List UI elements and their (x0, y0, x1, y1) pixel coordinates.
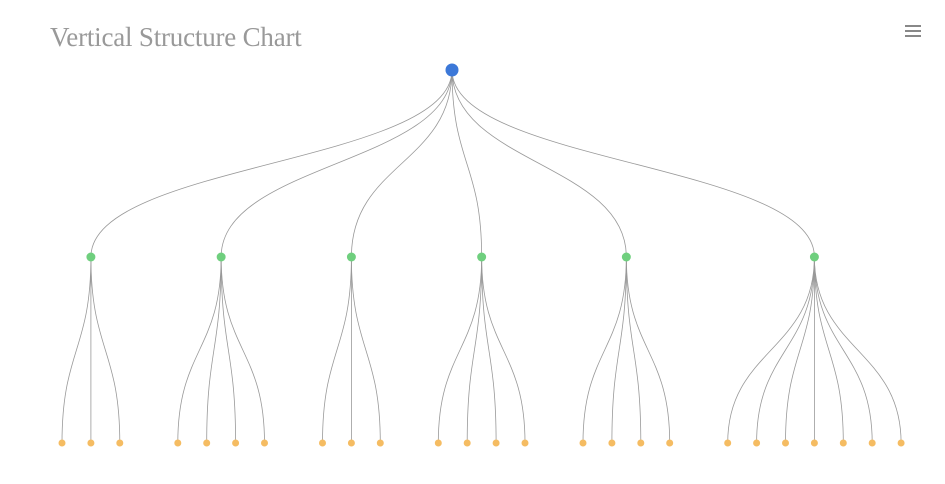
root-branch-link (351, 69, 453, 258)
leaf-node[interactable] (753, 439, 761, 447)
leaf-node[interactable] (376, 439, 384, 447)
leaf-node[interactable] (87, 439, 95, 447)
branch-leaf-link (177, 256, 222, 444)
branch-leaf-link (466, 256, 483, 444)
branch-leaf-link (814, 256, 902, 444)
branch-leaf-link (582, 256, 627, 444)
leaf-node[interactable] (637, 439, 645, 447)
branch-leaf-link (322, 256, 352, 444)
leaf-node[interactable] (724, 439, 732, 447)
branch-leaf-link (785, 256, 815, 444)
branch-leaf-link (220, 256, 236, 444)
leaf-node[interactable] (782, 439, 789, 447)
leaf-node[interactable] (434, 439, 442, 447)
leaf-node[interactable] (521, 439, 529, 447)
leaf-node[interactable] (58, 439, 66, 447)
branch-node[interactable] (621, 252, 631, 262)
leaf-node[interactable] (116, 439, 124, 447)
branch-node[interactable] (216, 252, 226, 262)
hamburger-menu-icon[interactable] (905, 25, 921, 37)
branch-node[interactable] (86, 252, 96, 262)
menu-button[interactable] (898, 18, 928, 44)
root-branch-link (451, 69, 483, 258)
branch-leaf-link (756, 256, 815, 444)
branch-leaf-link (90, 256, 121, 444)
leaf-node[interactable] (347, 439, 355, 447)
leaf-node[interactable] (579, 439, 587, 447)
root-branch-link (451, 69, 627, 258)
branch-leaf-link (437, 256, 483, 444)
branch-leaf-link (206, 256, 222, 444)
leaf-node[interactable] (868, 439, 876, 447)
branch-leaf-link (727, 256, 815, 444)
leaf-node[interactable] (839, 439, 847, 447)
branch-node[interactable] (477, 252, 487, 262)
branch-node[interactable] (809, 252, 819, 262)
branch-leaf-link (351, 256, 381, 444)
leaf-node[interactable] (463, 439, 471, 447)
root-branch-link (90, 69, 453, 258)
branch-leaf-link (61, 256, 92, 444)
branch-leaf-link (625, 256, 642, 444)
branch-leaf-link (611, 256, 627, 444)
leaf-node[interactable] (319, 439, 326, 447)
leaf-node[interactable] (608, 439, 616, 447)
leaf-node[interactable] (203, 439, 211, 447)
root-branch-link (220, 69, 453, 258)
leaf-node[interactable] (666, 439, 674, 447)
leaf-node[interactable] (492, 439, 500, 447)
leaf-node[interactable] (897, 439, 905, 447)
branch-leaf-link (625, 256, 671, 444)
branch-leaf-link (481, 256, 526, 444)
root-branch-link (451, 69, 815, 258)
branch-node[interactable] (346, 252, 356, 262)
leaf-node[interactable] (261, 439, 268, 447)
branch-leaf-link (481, 256, 497, 444)
leaf-node[interactable] (174, 439, 182, 447)
links-layer (61, 69, 902, 444)
branch-leaf-link (814, 256, 844, 444)
branch-leaf-link (814, 256, 873, 444)
chart-title: Vertical Structure Chart (50, 22, 302, 52)
leaf-node[interactable] (810, 439, 818, 447)
branch-leaf-link (220, 256, 265, 444)
leaf-node[interactable] (232, 439, 240, 447)
root-node[interactable] (445, 63, 459, 77)
nodes-layer (58, 63, 905, 447)
